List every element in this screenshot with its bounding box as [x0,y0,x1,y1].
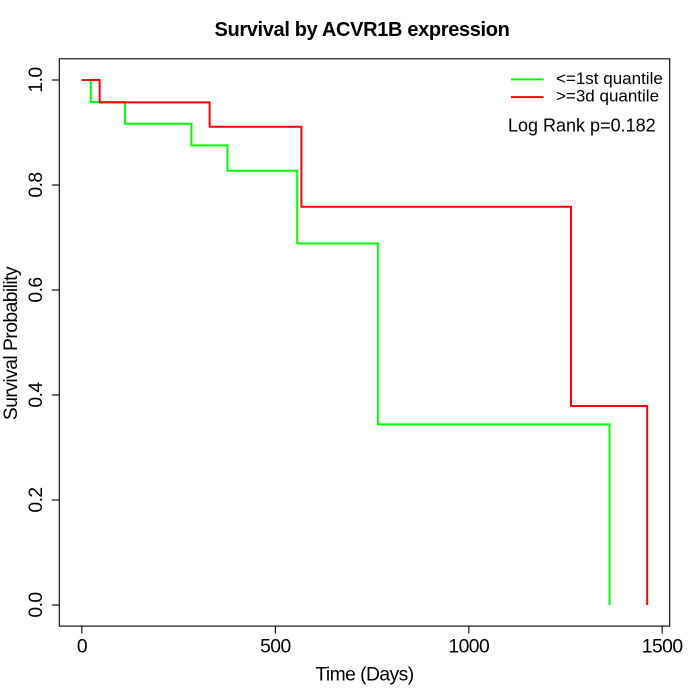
svg-text:1000: 1000 [448,637,489,658]
svg-text:500: 500 [260,637,291,658]
svg-text:0.2: 0.2 [26,487,47,512]
svg-text:0: 0 [77,637,87,658]
svg-text:1500: 1500 [642,637,683,658]
svg-text:0.8: 0.8 [26,172,47,197]
svg-text:Survival by ACVR1B expression: Survival by ACVR1B expression [214,19,509,41]
svg-text:<=1st quantile: <=1st quantile [556,69,663,88]
svg-text:0.6: 0.6 [26,277,47,302]
svg-text:>=3d quantile: >=3d quantile [556,87,659,106]
svg-text:1.0: 1.0 [26,67,47,92]
svg-text:Log Rank p=0.182: Log Rank p=0.182 [508,116,656,136]
svg-text:Time (Days): Time (Days) [315,664,413,685]
svg-text:Survival Probability: Survival Probability [1,266,22,420]
svg-text:0.4: 0.4 [26,382,47,408]
svg-text:0.0: 0.0 [26,592,47,617]
